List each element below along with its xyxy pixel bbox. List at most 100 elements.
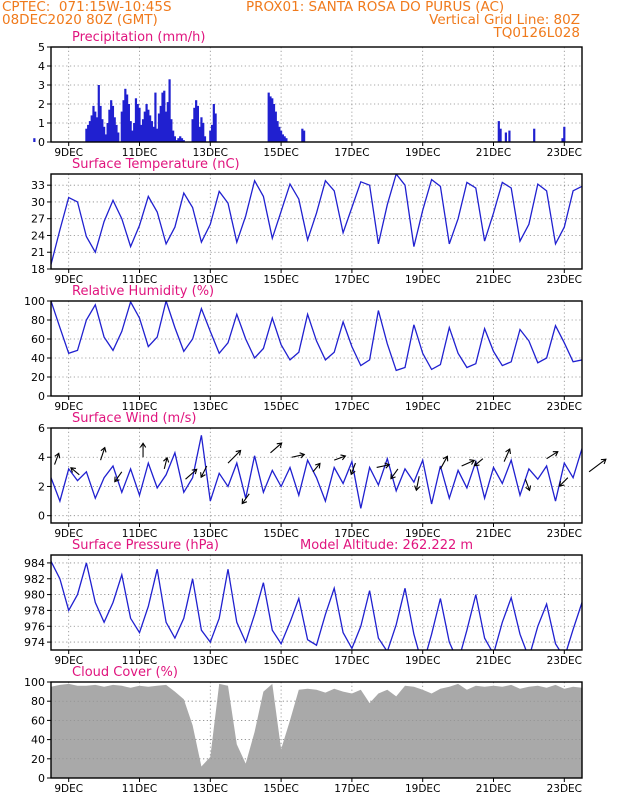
precip-bar [193, 107, 196, 142]
wind-arrowhead [191, 468, 198, 475]
precip-bar [212, 104, 215, 142]
pressure-xtick-label: 15DEC [263, 655, 298, 667]
precip-bar [269, 96, 272, 142]
precip-bar [33, 138, 36, 142]
wind-arrowhead [276, 442, 283, 448]
temp-xtick-label: 21DEC [476, 274, 511, 286]
temp-xtick-label: 15DEC [263, 274, 298, 286]
wind-arrow [227, 450, 241, 464]
precip-bar [95, 117, 99, 142]
precip-bar [87, 124, 90, 142]
precip-bar [179, 136, 182, 142]
rh-xtick-label: 21DEC [476, 401, 511, 413]
precip-bar [115, 124, 118, 142]
rh-plot-area [51, 301, 582, 396]
precip-ytick-label: 0 [38, 136, 45, 149]
wind-arrowhead [299, 452, 306, 459]
temp-ytick-label: 27 [31, 213, 45, 226]
cloud-xtick-label: 9DEC [54, 783, 83, 795]
wind-xtick-label: 19DEC [405, 528, 440, 540]
wind-arrow [474, 458, 484, 467]
model-altitude-label: Model Altitude: 262.222 m [300, 538, 473, 553]
precip-xtick-label: 13DEC [193, 147, 228, 159]
header-vertical-grid-note: Vertical Grid Line: 80Z [429, 12, 580, 28]
rh-frame [50, 300, 583, 397]
wind-arrowhead [414, 485, 421, 492]
precip-bar [267, 92, 270, 142]
precip-ytick-label: 4 [38, 60, 45, 73]
wind-arrowhead [315, 462, 321, 469]
wind-arrow [461, 459, 475, 467]
cloud-title: Cloud Cover (%) [72, 665, 178, 680]
pressure-xtick-label: 11DEC [122, 655, 157, 667]
precip-bar [533, 128, 536, 142]
precip-bar [202, 123, 205, 142]
precip-bar [196, 105, 200, 142]
precip-xtick-label: 15DEC [263, 147, 298, 159]
pressure-ytick-label: 980 [24, 589, 45, 602]
wind-frame [50, 427, 583, 524]
precip-bar [173, 136, 176, 142]
wind-arrow [390, 468, 399, 480]
header-model-id: TQ0126L028 [493, 25, 580, 41]
precip-bar [198, 126, 201, 142]
cloud-area [51, 683, 582, 778]
precip-bar [85, 128, 88, 142]
precip-bar [145, 104, 148, 142]
cloud-xtick-label: 15DEC [263, 783, 298, 795]
header-coordinates: CPTEC: 071:15W-10:45S [2, 0, 172, 15]
precip-bar [499, 128, 502, 142]
pressure-title: Surface Pressure (hPa) [72, 538, 219, 553]
temp-ytick-label: 18 [31, 263, 45, 276]
precip-bar [150, 121, 153, 142]
wind-title: Surface Wind (m/s) [72, 411, 196, 426]
wind-arrowhead [505, 448, 511, 455]
wind-arrow [70, 467, 80, 476]
precip-bar [141, 119, 145, 142]
pressure-ytick-label: 974 [24, 636, 45, 649]
rh-ytick-label: 60 [31, 333, 45, 346]
cloud-ytick-label: 40 [31, 734, 45, 747]
precip-bar [126, 94, 129, 142]
precip-bar [120, 111, 123, 142]
header-location: PROX01: SANTA ROSA DO PURUS (AC) [246, 0, 505, 15]
precip-bar [131, 130, 134, 142]
temp-plot-area [51, 174, 582, 269]
precip-bar [99, 105, 102, 142]
wind-arrow [54, 453, 60, 465]
precip-ytick-label: 3 [38, 79, 45, 92]
precip-bar [280, 130, 283, 142]
wind-xtick-label: 15DEC [263, 528, 298, 540]
precip-bar [101, 119, 104, 142]
temp-title: Surface Temperature (nC) [72, 157, 240, 172]
wind-ytick-label: 6 [38, 422, 45, 435]
rh-xtick-label: 15DEC [263, 401, 298, 413]
precip-bar [159, 105, 162, 142]
precip-bar [138, 107, 141, 142]
precip-bar [149, 115, 152, 142]
wind-arrowhead [200, 472, 206, 479]
wind-arrow [588, 458, 607, 473]
pressure-ytick-label: 982 [24, 573, 45, 586]
pressure-xtick-label: 21DEC [476, 655, 511, 667]
temp-ytick-label: 21 [31, 246, 45, 259]
precip-xtick-label: 23DEC [547, 147, 582, 159]
precip-xtick-label: 11DEC [122, 147, 157, 159]
wind-arrow [291, 453, 305, 458]
pressure-ytick-label: 976 [24, 620, 45, 633]
rh-xtick-label: 11DEC [122, 401, 157, 413]
precip-bar [180, 138, 184, 142]
precip-bar [285, 138, 288, 142]
temp-xtick-label: 13DEC [193, 274, 228, 286]
precip-bar [97, 85, 100, 142]
cloud-xtick-label: 17DEC [334, 783, 369, 795]
temp-ytick-label: 24 [31, 229, 45, 242]
wind-xtick-label: 21DEC [476, 528, 511, 540]
precip-bar [111, 105, 115, 142]
wind-arrow [334, 455, 346, 461]
precip-bar [281, 134, 284, 142]
temp-xtick-label: 17DEC [334, 274, 369, 286]
rh-xtick-label: 23DEC [547, 401, 582, 413]
temp-xtick-label: 23DEC [547, 274, 582, 286]
wind-arrow [376, 464, 390, 468]
